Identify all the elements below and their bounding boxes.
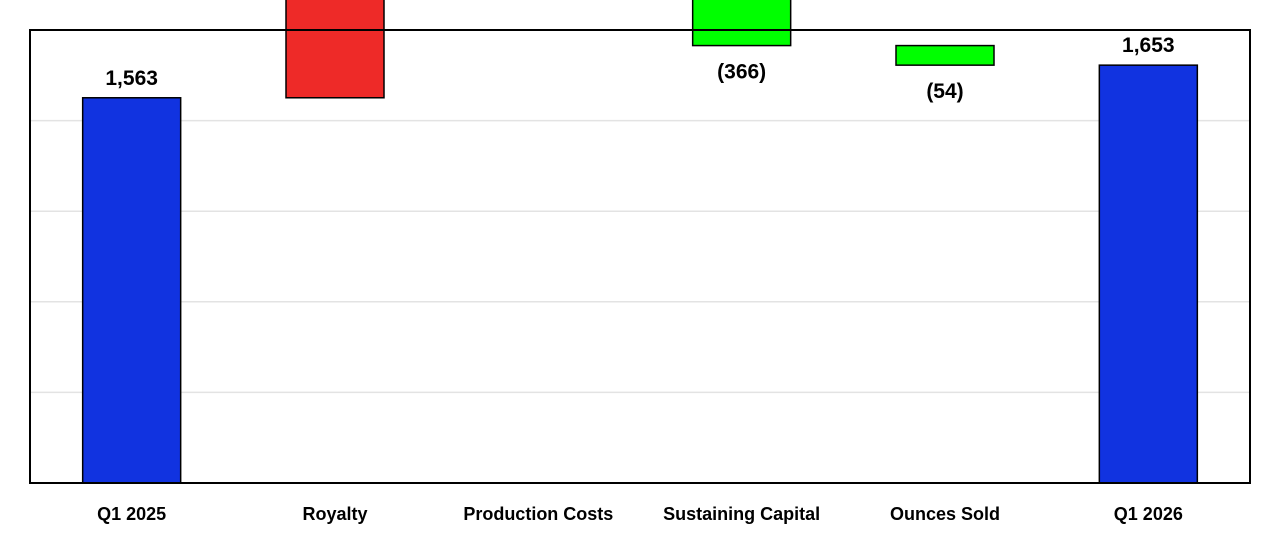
data-label: (54) bbox=[926, 80, 963, 103]
x-tick-label: Royalty bbox=[302, 504, 367, 524]
bar-q1-2025 bbox=[81, 97, 182, 484]
bars bbox=[81, 0, 1199, 484]
data-label: (366) bbox=[717, 61, 766, 84]
x-tick-label: Production Costs bbox=[463, 504, 613, 524]
data-labels: 1,56341793(366)(54)1,653 bbox=[105, 34, 1175, 103]
bar-royalty bbox=[285, 0, 385, 99]
x-axis-tick-labels: Q1 2025 Royalty Production Costs Sustaining… bbox=[97, 504, 1183, 524]
x-tick-label: Q1 2026 bbox=[1114, 504, 1183, 524]
data-label: 1,563 bbox=[105, 67, 158, 90]
grid-lines bbox=[30, 119, 1250, 394]
bar-q1-2026 bbox=[1098, 64, 1199, 484]
bar-sustaining-capital bbox=[691, 0, 792, 47]
bar-ounces-sold bbox=[895, 44, 995, 66]
x-tick-label: Ounces Sold bbox=[890, 504, 1000, 524]
plot-area-border bbox=[29, 29, 1251, 484]
x-tick-label: Sustaining Capital bbox=[663, 504, 820, 524]
x-tick-label: Q1 2025 bbox=[97, 504, 166, 524]
data-label: 1,653 bbox=[1122, 34, 1175, 57]
